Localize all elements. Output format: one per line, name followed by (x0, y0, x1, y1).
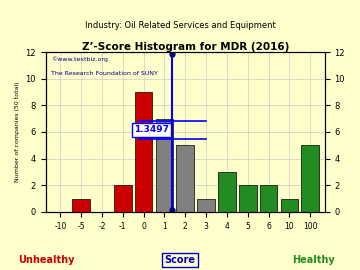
Text: 1.3497: 1.3497 (134, 126, 168, 134)
Text: Unhealthy: Unhealthy (19, 255, 75, 265)
Bar (176, 145, 194, 212)
Text: Score: Score (165, 255, 195, 265)
Text: Healthy: Healthy (292, 255, 334, 265)
Text: Industry: Oil Related Services and Equipment: Industry: Oil Related Services and Equip… (85, 21, 275, 30)
Text: ©www.textbiz.org: ©www.textbiz.org (51, 57, 108, 62)
Bar (156, 119, 173, 212)
Bar (72, 199, 90, 212)
Bar (301, 145, 319, 212)
Title: Z’-Score Histogram for MDR (2016): Z’-Score Histogram for MDR (2016) (82, 42, 289, 52)
Bar (218, 172, 236, 212)
Bar (260, 185, 278, 212)
Bar (280, 199, 298, 212)
Bar (135, 92, 153, 212)
Bar (239, 185, 257, 212)
Text: The Research Foundation of SUNY: The Research Foundation of SUNY (51, 71, 158, 76)
Bar (197, 199, 215, 212)
Y-axis label: Number of companies (50 total): Number of companies (50 total) (15, 82, 20, 182)
Bar (114, 185, 132, 212)
